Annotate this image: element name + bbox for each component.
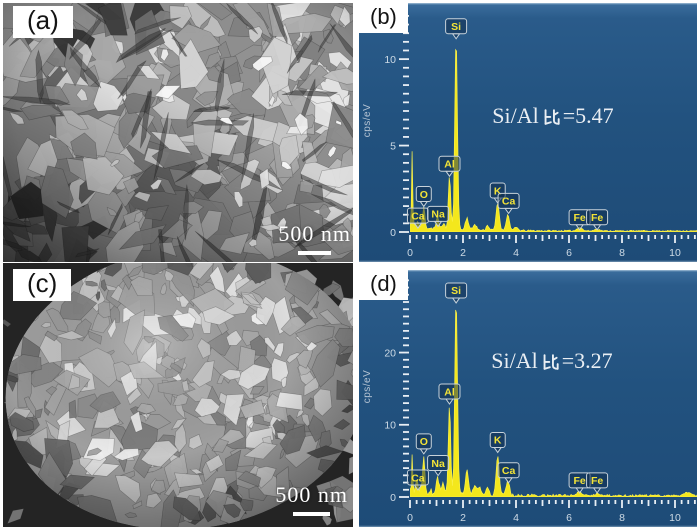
svg-text:cps/eV: cps/eV <box>362 104 373 138</box>
scale-bar-text-a: 500 nm <box>278 221 351 246</box>
cjk-ratio-char-icon <box>545 108 561 125</box>
annotation-suffix-b: =5.47 <box>562 103 614 128</box>
svg-text:8: 8 <box>619 247 625 259</box>
svg-text:10: 10 <box>384 54 396 66</box>
svg-text:Na: Na <box>431 458 445 470</box>
svg-text:K: K <box>494 185 502 197</box>
scale-bar-text-c: 500 nm <box>275 482 348 507</box>
svg-text:10: 10 <box>669 247 681 259</box>
svg-text:5: 5 <box>390 140 396 152</box>
svg-text:Ca: Ca <box>502 196 516 208</box>
panel-label-d: (d) <box>359 270 408 301</box>
scale-bar-line-a <box>298 251 332 255</box>
svg-text:Al: Al <box>444 386 455 398</box>
eds-spectrum-d: 0 10 20 0 2 4 6 8 10 cps/eV Si Al O Ca Na K Ca Fe Fe (d) S… <box>359 270 697 527</box>
svg-text:0: 0 <box>407 512 413 524</box>
scale-bar-line-c <box>293 512 331 516</box>
svg-text:Ca: Ca <box>502 465 516 477</box>
svg-text:Fe: Fe <box>573 212 585 224</box>
annotation-prefix-b: Si/Al <box>492 103 539 128</box>
svg-text:2: 2 <box>460 512 466 524</box>
svg-text:Fe: Fe <box>591 475 603 487</box>
annotation-prefix-d: Si/Al <box>491 348 538 373</box>
panel-label-a: (a) <box>13 6 73 39</box>
svg-text:6: 6 <box>566 512 572 524</box>
svg-text:20: 20 <box>384 347 396 359</box>
eds-spectrum-b: 0 5 10 0 2 4 6 8 10 cps/eV Si Al O Ca Na K Ca Fe Fe (b) Si… <box>359 3 697 262</box>
si-al-ratio-annotation-b: Si/Al =5.47 <box>492 103 613 129</box>
svg-text:K: K <box>494 435 502 447</box>
svg-text:O: O <box>420 436 428 448</box>
svg-text:Al: Al <box>444 159 455 171</box>
svg-text:Si: Si <box>451 285 461 297</box>
svg-text:4: 4 <box>513 247 519 259</box>
svg-text:Si: Si <box>451 21 461 33</box>
scale-bar-a: 500 nm <box>278 221 351 255</box>
panel-label-c: (c) <box>13 269 72 302</box>
svg-text:6: 6 <box>566 247 572 259</box>
svg-text:O: O <box>420 189 428 201</box>
sem-image-a: (a) 500 nm <box>3 3 353 262</box>
svg-text:0: 0 <box>390 227 396 239</box>
si-al-ratio-annotation-d: Si/Al =3.27 <box>491 348 612 374</box>
panel-label-b: (b) <box>359 3 408 34</box>
svg-text:10: 10 <box>669 512 681 524</box>
cjk-ratio-char-icon <box>544 353 560 370</box>
sem-texture-c <box>3 263 353 527</box>
svg-text:0: 0 <box>390 492 396 504</box>
sem-image-c: (c) 500 nm <box>3 263 353 527</box>
svg-text:Fe: Fe <box>573 475 585 487</box>
svg-text:2: 2 <box>460 247 466 259</box>
svg-text:4: 4 <box>513 512 519 524</box>
svg-text:0: 0 <box>407 247 413 259</box>
svg-text:8: 8 <box>619 512 625 524</box>
svg-text:Fe: Fe <box>591 212 603 224</box>
svg-text:10: 10 <box>384 420 396 432</box>
svg-text:cps/eV: cps/eV <box>362 370 373 404</box>
eds-chart-d: 0 10 20 0 2 4 6 8 10 cps/eV Si Al O Ca Na K Ca Fe Fe <box>359 270 697 527</box>
annotation-suffix-d: =3.27 <box>561 348 613 373</box>
svg-text:Ca: Ca <box>411 472 425 484</box>
svg-text:Ca: Ca <box>411 210 425 222</box>
scale-bar-c: 500 nm <box>275 482 348 516</box>
svg-text:Na: Na <box>431 209 445 221</box>
